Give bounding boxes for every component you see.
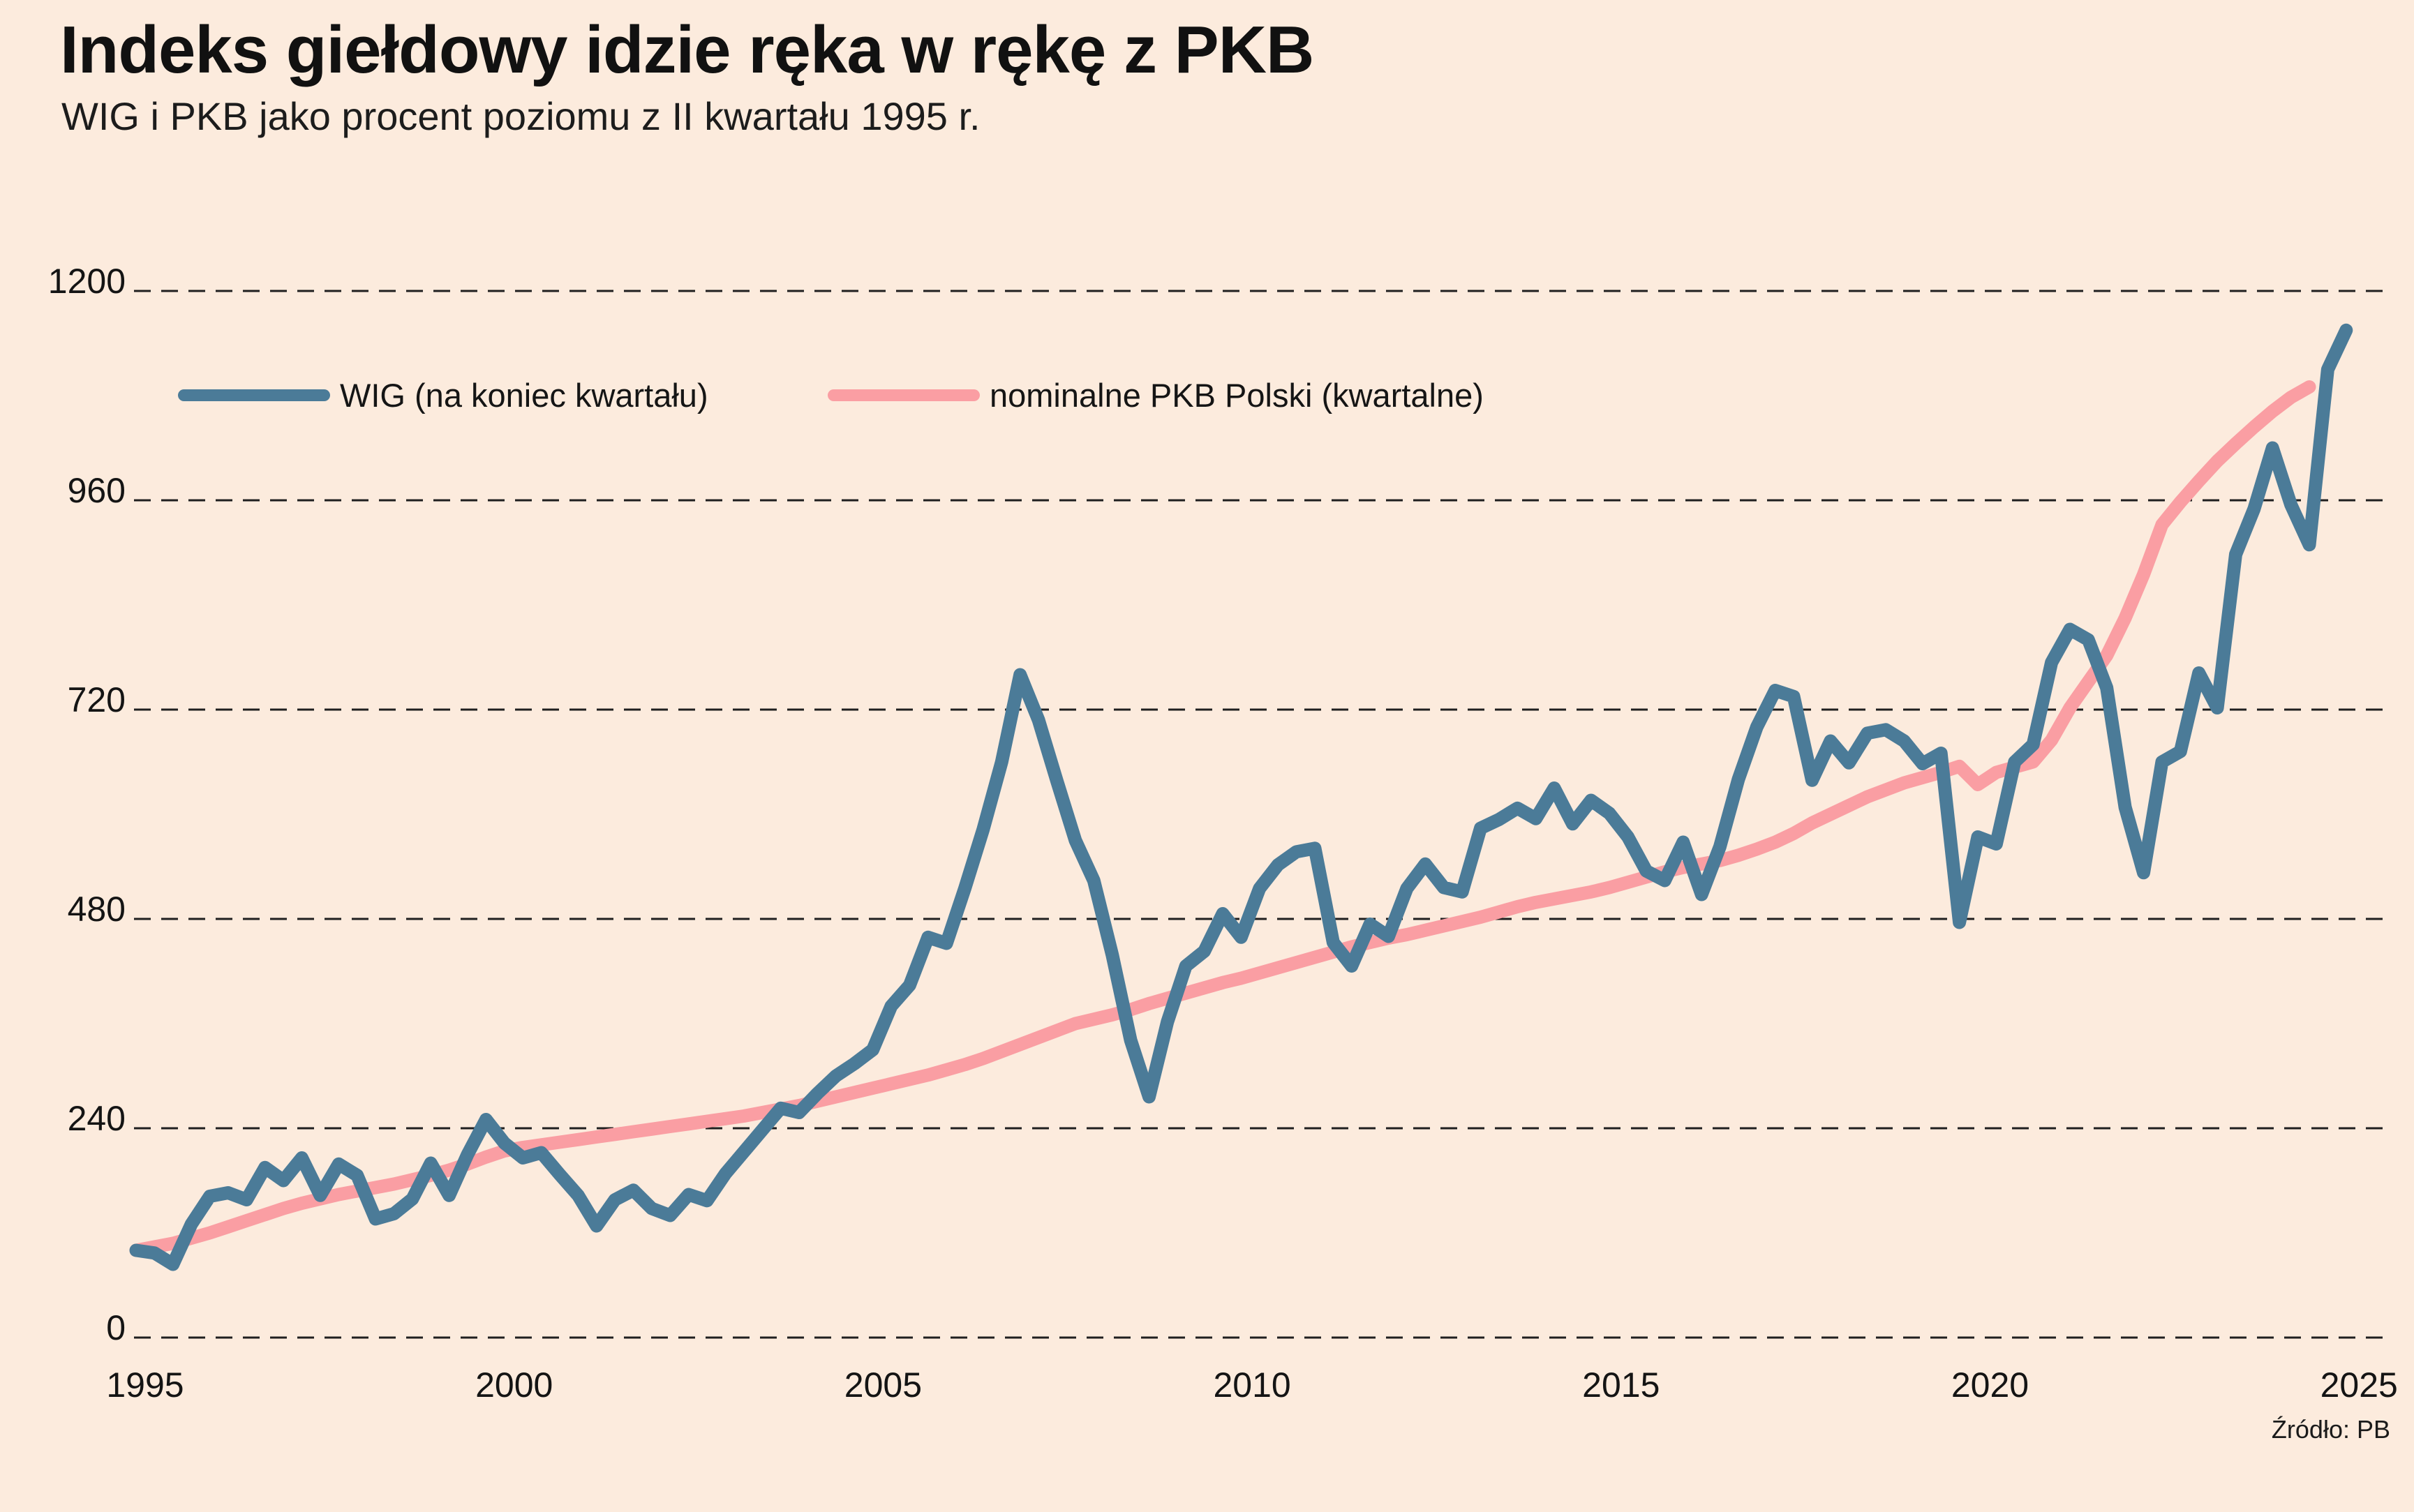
x-tick-label: 2000 xyxy=(475,1365,553,1405)
x-tick-label: 2015 xyxy=(1582,1365,1660,1405)
y-tick-label: 720 xyxy=(68,680,126,719)
source-label: Źródło: PB xyxy=(2271,1415,2390,1444)
y-tick-label: 480 xyxy=(68,890,126,929)
chart-legend: WIG (na koniec kwartału) nominalne PKB P… xyxy=(0,374,2414,416)
page-title: Indeks giełdowy idzie ręka w rękę z PKB xyxy=(60,13,1314,87)
legend-label-pkb: nominalne PKB Polski (kwartalne) xyxy=(990,376,1484,414)
pkb-line xyxy=(129,380,2316,1257)
legend-item-wig: WIG (na koniec kwartału) xyxy=(178,374,708,416)
x-tick-label: 2005 xyxy=(844,1365,922,1405)
x-tick-label: 2020 xyxy=(1951,1365,2029,1405)
chart-header: Indeks giełdowy idzie ręka w rękę z PKB … xyxy=(60,13,1314,138)
x-tick-label: 1995 xyxy=(106,1365,184,1405)
x-tick-label: 2010 xyxy=(1213,1365,1290,1405)
wig-line xyxy=(129,323,2353,1271)
pkb-line-swatch-icon xyxy=(828,389,980,401)
y-tick-label: 0 xyxy=(106,1308,126,1347)
y-tick-label: 1200 xyxy=(48,262,126,301)
y-tick-label: 240 xyxy=(68,1099,126,1138)
wig-line-swatch-icon xyxy=(178,389,330,401)
legend-item-pkb: nominalne PKB Polski (kwartalne) xyxy=(828,374,1484,416)
legend-label-wig: WIG (na koniec kwartału) xyxy=(340,376,708,414)
y-tick-label: 960 xyxy=(68,471,126,510)
x-tick-label: 2025 xyxy=(2320,1365,2398,1405)
chart-subtitle: WIG i PKB jako procent poziomu z II kwar… xyxy=(61,93,981,138)
